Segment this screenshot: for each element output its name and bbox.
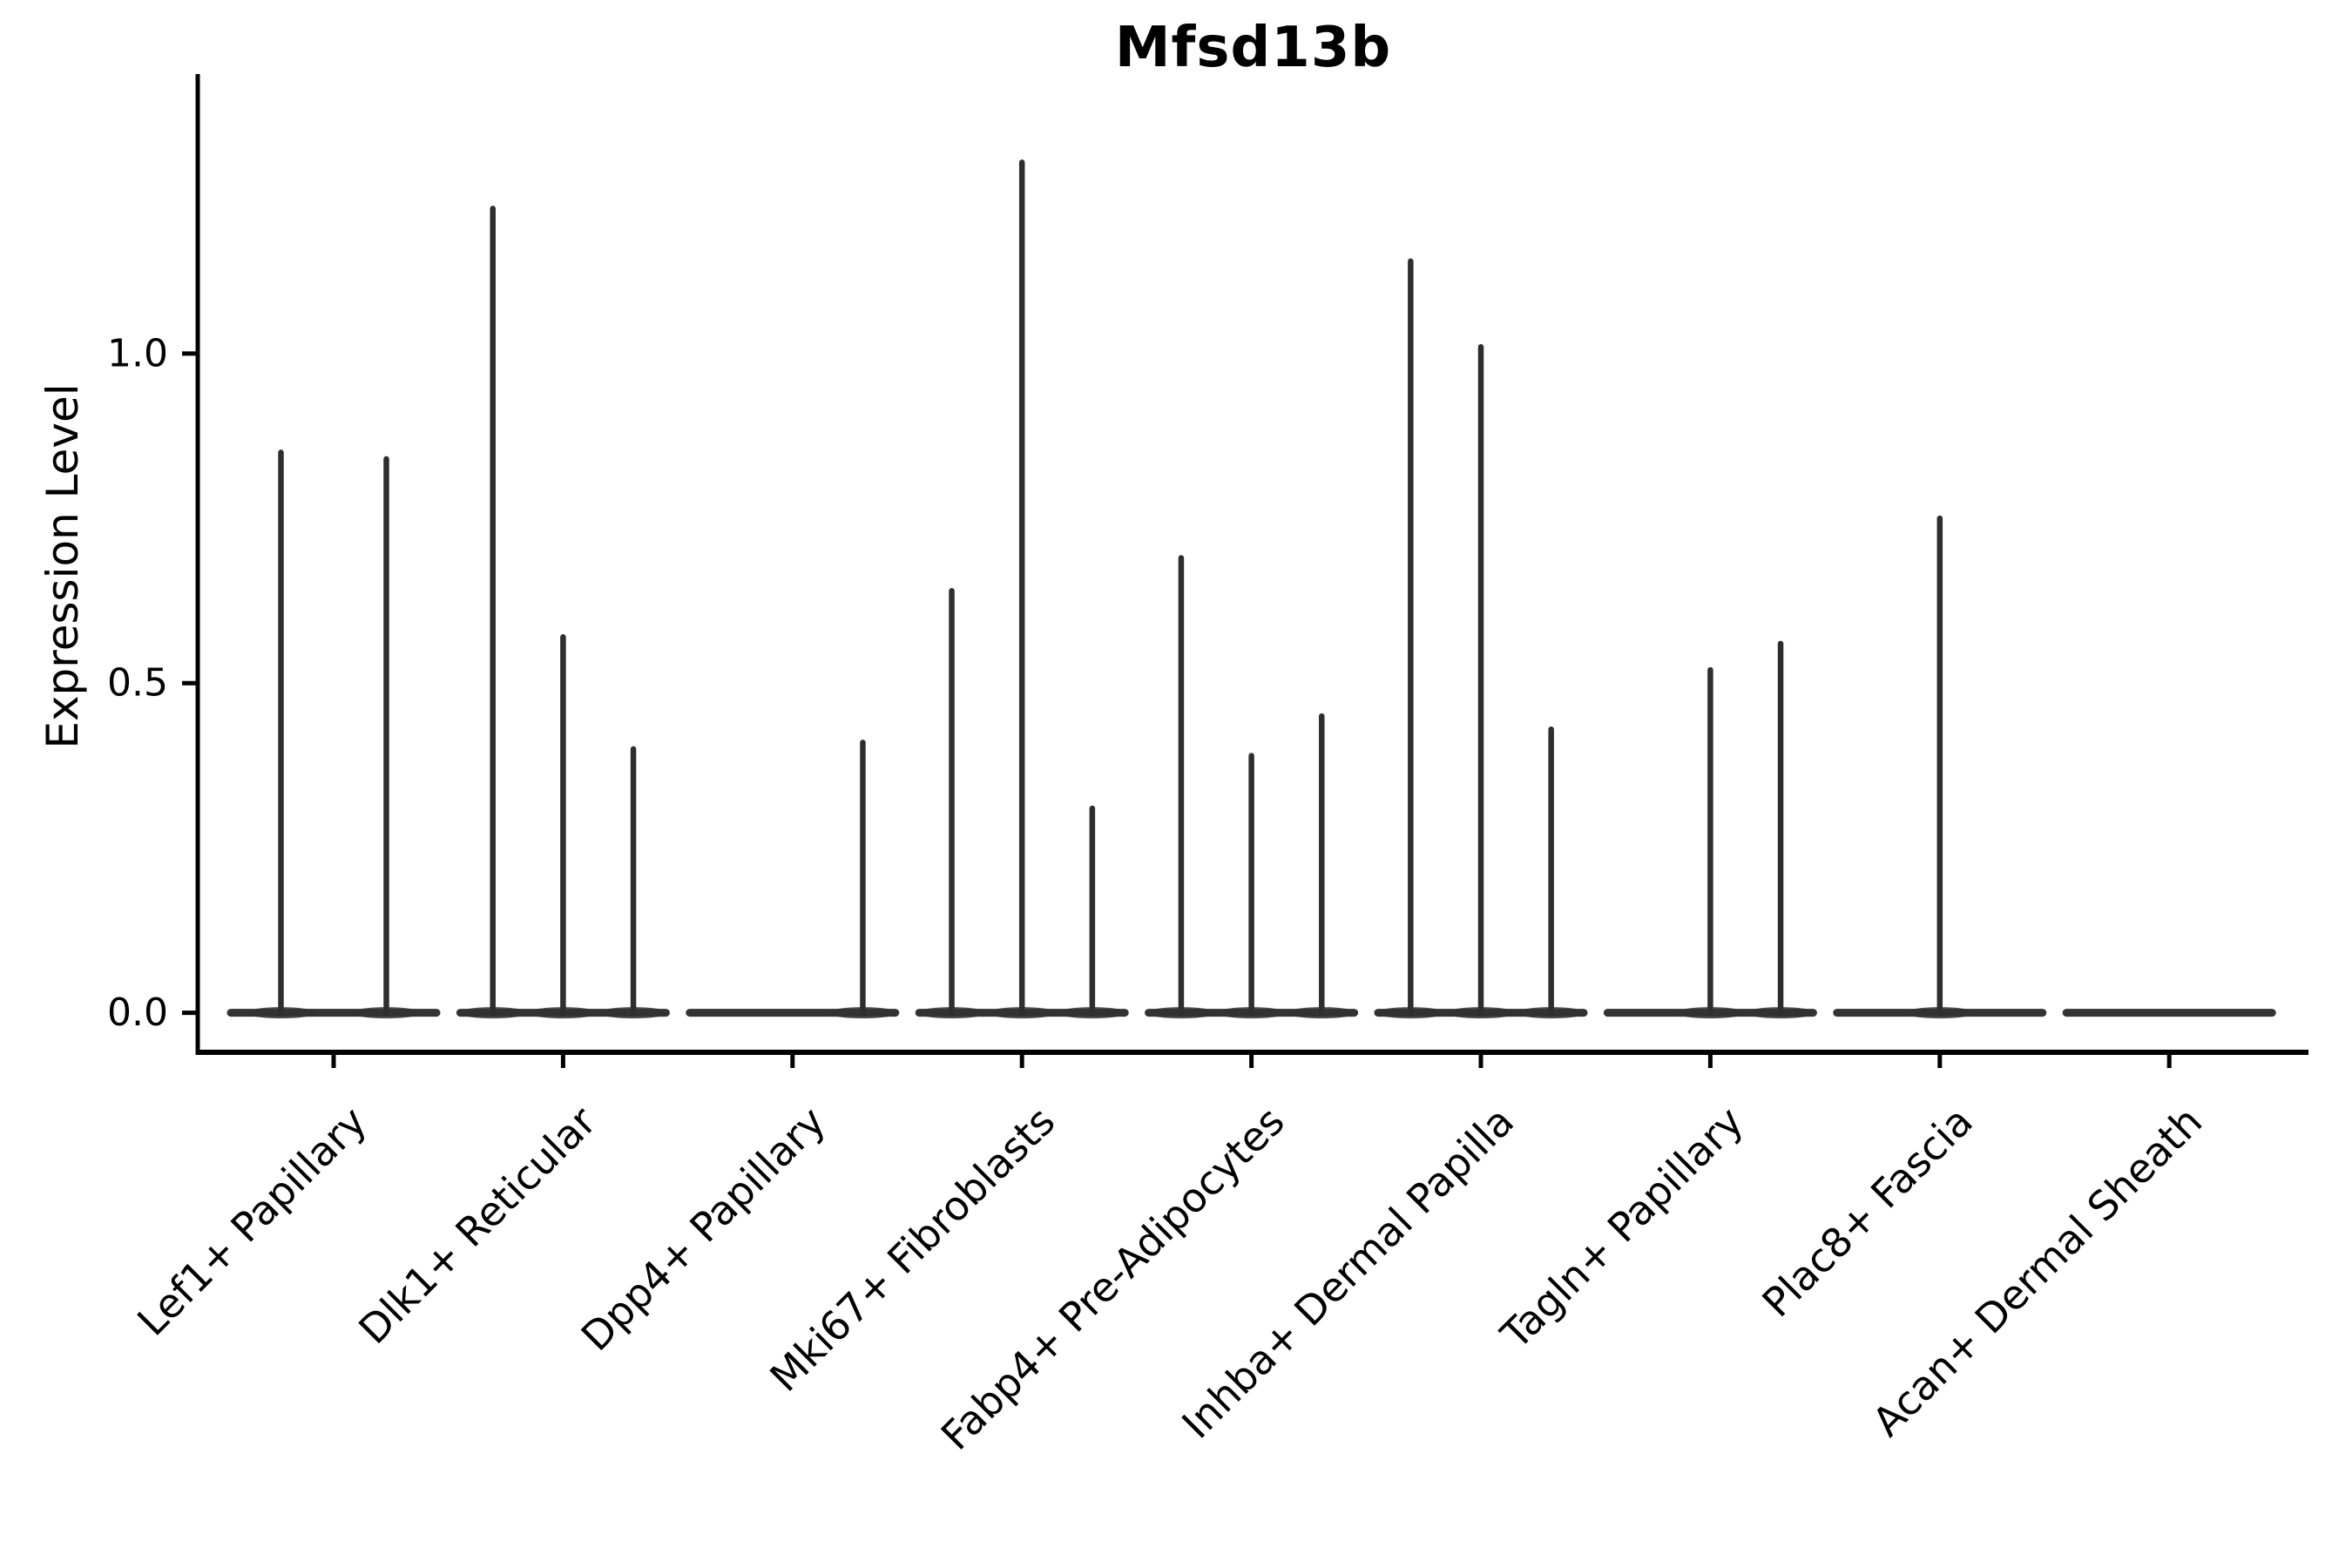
y-tick-label: 1.0 — [107, 331, 168, 375]
x-tick-label: Dlk1+ Reticular — [349, 1098, 605, 1353]
x-tick-label: Plac8+ Fascia — [1754, 1098, 1982, 1326]
x-tick-label: Tagln+ Papillary — [1491, 1098, 1753, 1359]
y-tick-label: 0.0 — [107, 990, 168, 1035]
x-tick-label: Lef1+ Papillary — [128, 1098, 375, 1345]
chart-title: Mfsd13b — [1114, 16, 1392, 80]
x-tick-label: Dpp4+ Papillary — [572, 1098, 835, 1360]
y-tick-label: 0.5 — [107, 661, 168, 706]
